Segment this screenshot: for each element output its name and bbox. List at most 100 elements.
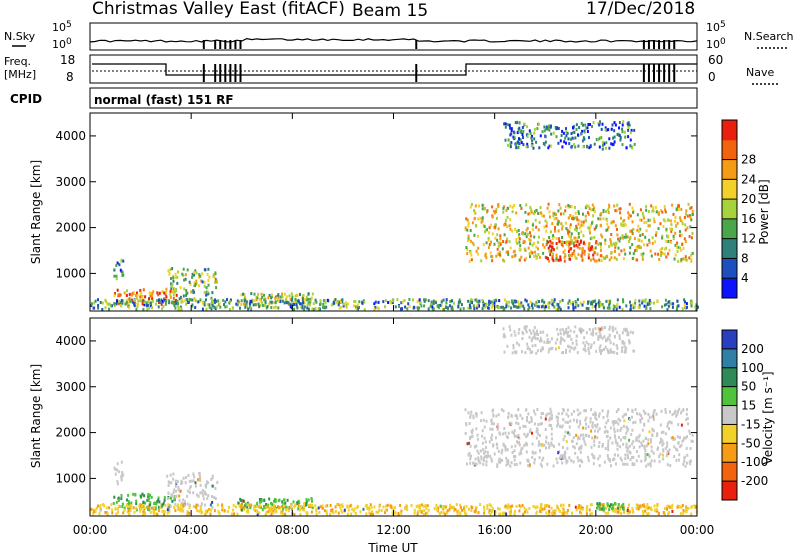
data-cell — [274, 301, 277, 305]
data-cell — [525, 441, 528, 445]
freq-tick-bottom: 8 — [66, 70, 74, 84]
data-cell — [459, 307, 462, 311]
data-cell — [606, 338, 608, 342]
data-cell — [518, 436, 521, 440]
data-cell — [618, 507, 621, 511]
data-cell — [549, 144, 552, 148]
data-cell — [672, 302, 675, 306]
data-cell — [511, 229, 514, 233]
data-cell — [511, 451, 514, 454]
data-cell — [622, 462, 625, 466]
data-cell — [179, 305, 182, 309]
data-cell — [260, 499, 263, 503]
data-cell — [649, 249, 652, 253]
data-cell — [440, 511, 443, 514]
data-cell — [525, 299, 528, 303]
colorbar-swatch — [722, 159, 737, 180]
data-cell — [647, 462, 650, 466]
data-cell — [503, 335, 506, 339]
data-cell — [473, 216, 476, 220]
data-cell — [633, 446, 635, 449]
data-cell — [638, 412, 641, 416]
data-cell — [550, 432, 553, 436]
data-cell — [535, 257, 538, 261]
data-cell — [645, 444, 648, 448]
data-cell — [680, 512, 683, 516]
data-cell — [612, 136, 615, 140]
data-cell — [308, 303, 311, 307]
data-cell — [369, 503, 372, 507]
data-cell — [457, 300, 460, 304]
data-cell — [641, 503, 644, 507]
data-cell — [613, 256, 616, 260]
data-cell — [575, 228, 578, 232]
data-cell — [153, 506, 156, 510]
data-cell — [176, 479, 179, 483]
data-cell — [461, 508, 464, 512]
data-cell — [618, 334, 621, 338]
data-cell — [553, 212, 556, 216]
data-cell — [560, 336, 563, 340]
data-cell — [609, 426, 612, 430]
data-cell — [605, 421, 608, 425]
data-cell — [135, 502, 138, 506]
data-cell — [591, 305, 594, 309]
data-cell — [600, 259, 603, 263]
data-cell — [625, 445, 628, 449]
y-tick-label: 4000 — [55, 334, 86, 348]
data-cell — [274, 507, 277, 511]
data-cell — [545, 435, 548, 439]
data-cell — [579, 450, 582, 454]
data-cell — [599, 254, 602, 258]
data-cell — [192, 491, 195, 495]
data-cell — [206, 303, 209, 307]
data-cell — [117, 470, 120, 474]
data-cell — [502, 443, 505, 447]
data-cell — [593, 341, 596, 345]
data-cell — [556, 419, 559, 423]
data-cell — [509, 328, 512, 332]
data-cell — [265, 510, 268, 514]
data-cell — [540, 422, 543, 425]
data-cell — [164, 292, 167, 296]
data-cell — [685, 418, 688, 422]
data-cell — [119, 268, 122, 272]
data-cell — [122, 511, 125, 515]
data-cell — [426, 504, 429, 508]
data-cell — [270, 513, 273, 517]
data-cell — [598, 414, 600, 418]
data-cell — [598, 346, 601, 350]
data-cell — [557, 422, 560, 426]
data-cell — [509, 512, 512, 516]
data-cell — [482, 448, 485, 452]
data-cell — [126, 498, 128, 502]
data-cell — [536, 127, 539, 131]
data-cell — [655, 507, 658, 511]
data-cell — [506, 436, 509, 440]
data-cell — [186, 510, 189, 514]
data-cell — [246, 304, 249, 308]
data-cell — [511, 210, 514, 214]
data-cell — [683, 436, 686, 440]
data-cell — [264, 300, 267, 304]
data-cell — [622, 223, 625, 227]
data-cell — [122, 273, 125, 277]
data-cell — [674, 216, 677, 219]
data-cell — [635, 436, 638, 440]
data-cell — [515, 504, 518, 508]
data-cell — [488, 510, 490, 514]
data-cell — [539, 206, 542, 209]
data-cell — [536, 408, 539, 411]
data-cell — [557, 412, 560, 416]
data-cell — [175, 289, 178, 293]
data-cell — [631, 456, 633, 460]
data-cell — [593, 235, 596, 239]
data-cell — [503, 427, 506, 430]
data-cell — [477, 252, 479, 256]
data-cell — [607, 351, 610, 355]
data-cell — [573, 446, 576, 450]
data-cell — [607, 445, 610, 449]
data-cell — [519, 461, 522, 465]
data-cell — [160, 505, 163, 509]
data-cell — [493, 242, 496, 246]
